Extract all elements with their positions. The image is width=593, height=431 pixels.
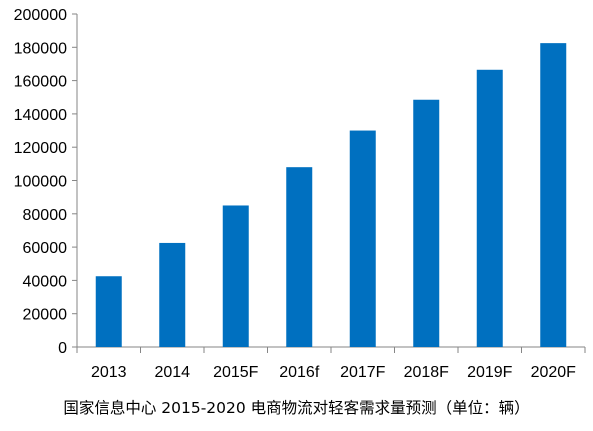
bar	[413, 99, 440, 347]
y-tick-label: 60000	[23, 240, 68, 257]
bar	[476, 69, 503, 347]
y-tick-label: 140000	[14, 107, 67, 124]
y-tick-label: 180000	[14, 40, 67, 57]
bar	[222, 205, 249, 347]
bar	[159, 242, 186, 347]
bars	[95, 43, 567, 347]
bar	[286, 167, 313, 347]
y-axis: 0 20000 40000 60000 80000 100000 120000 140000 1…	[14, 7, 78, 357]
chart-caption: 国家信息中心 2015-2020 电商物流对轻客需求量预测（单位：辆）	[63, 399, 530, 417]
bar	[540, 43, 567, 347]
y-tick-label: 0	[58, 340, 67, 357]
x-tick-label: 2014	[154, 364, 190, 381]
y-tick-label: 20000	[23, 307, 68, 324]
y-tick-label: 40000	[23, 273, 68, 290]
bar-chart: 0 20000 40000 60000 80000 100000 120000 140000 1…	[14, 7, 586, 381]
y-tick-label: 200000	[14, 7, 67, 24]
x-tick-label: 2017F	[340, 364, 386, 381]
x-tick-label: 2015F	[213, 364, 259, 381]
y-tick-label: 160000	[14, 74, 67, 91]
y-tick-label: 80000	[23, 207, 68, 224]
x-tick-label: 2018F	[404, 364, 450, 381]
y-tick-label: 120000	[14, 140, 67, 157]
x-tick-label: 2013	[91, 364, 127, 381]
bar	[349, 130, 376, 347]
bar	[95, 276, 122, 347]
x-tick-label: 2019F	[467, 364, 513, 381]
y-tick-label: 100000	[14, 174, 67, 191]
x-tick-label: 2016f	[279, 364, 320, 381]
x-tick-label: 2020F	[531, 364, 577, 381]
x-axis: 2013 2014 2015F 2016f 2017F 2018F 2019F 2020F	[76, 346, 586, 381]
